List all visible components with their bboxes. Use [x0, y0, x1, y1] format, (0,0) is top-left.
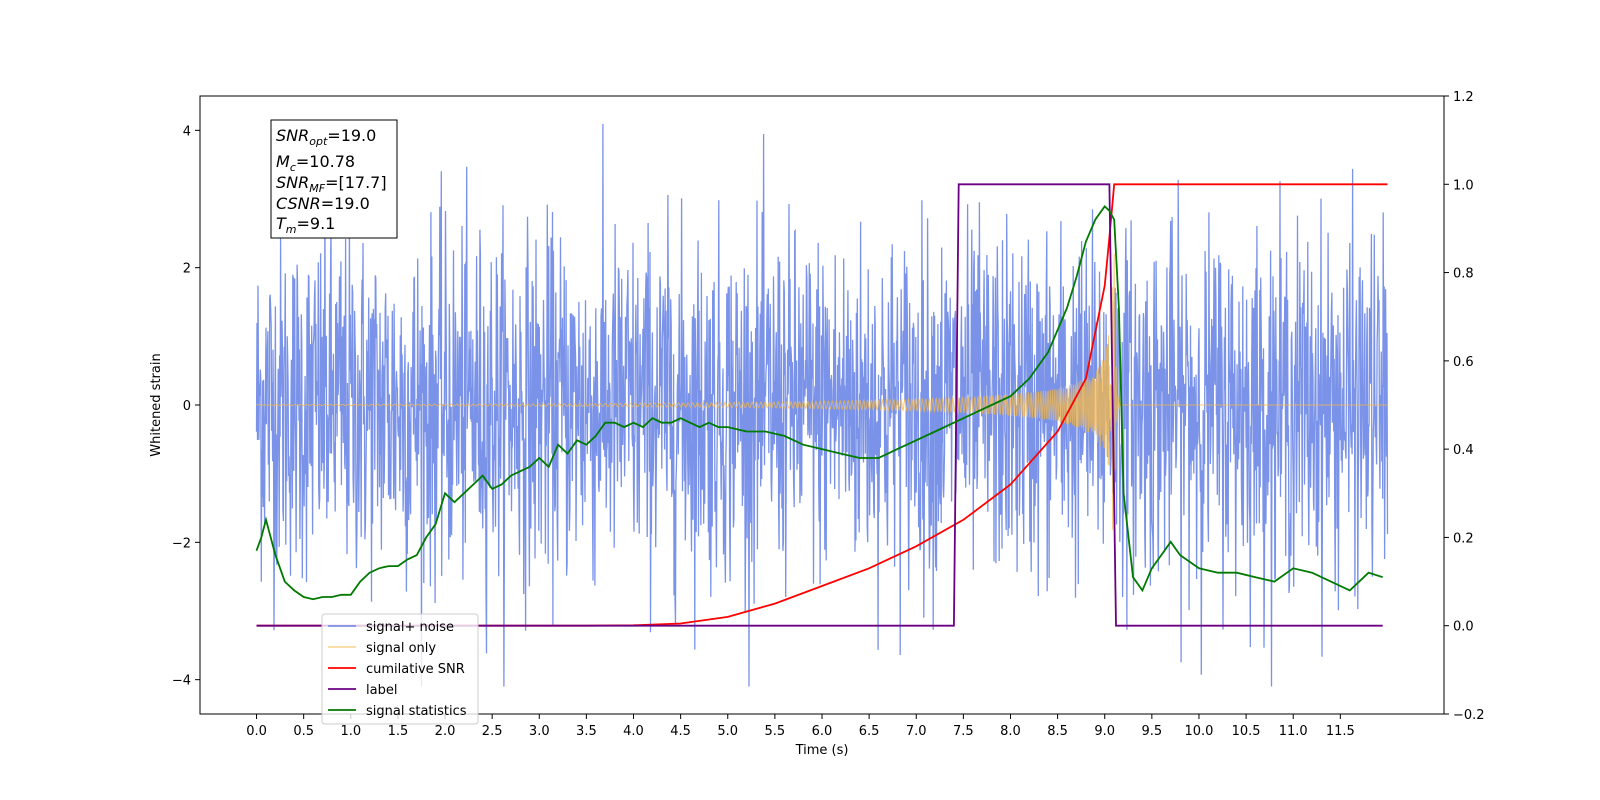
legend-label: signal+ noise: [366, 620, 454, 635]
x-tick-label: 0.5: [293, 724, 314, 739]
y-tick-label-left: −2: [172, 536, 191, 551]
x-tick-label: 6.5: [859, 724, 880, 739]
x-tick-label: 7.0: [906, 724, 927, 739]
x-tick-label: 9.0: [1094, 724, 1115, 739]
info-mc: Mc=10.78: [276, 152, 355, 174]
x-tick-label: 9.5: [1142, 724, 1163, 739]
y-tick-label-left: −4: [172, 674, 191, 689]
x-tick-label: 4.0: [623, 724, 644, 739]
series-line-3: [256, 183, 1383, 627]
x-axis: 0.0 0.5 1.0 1.5 2.0 2.5 3.0 3.5 4.0 4.5 5.0 5.5 6.0 6…: [246, 714, 1355, 739]
x-tick-label: 5.5: [765, 724, 786, 739]
y-axis-left: −4 −2 0 2 4: [172, 124, 200, 689]
x-tick-label: 4.5: [670, 724, 691, 739]
x-tick-label: 8.0: [1000, 724, 1021, 739]
x-tick-label: 3.0: [529, 724, 550, 739]
y-tick-label-left: 0: [183, 399, 191, 414]
info-snr-opt: SNRopt=19.0: [276, 126, 376, 148]
x-tick-label: 2.5: [482, 724, 503, 739]
y-axis-right: −0.2 0.0 0.2 0.4 0.6 0.8 1.0 1.2: [1444, 90, 1485, 723]
y-tick-label-right: 0.2: [1453, 531, 1474, 546]
y-tick-label-right: 0.6: [1453, 355, 1474, 370]
x-tick-label: 10.0: [1184, 724, 1213, 739]
x-tick-label: 11.0: [1279, 724, 1308, 739]
y-tick-label-left: 2: [183, 262, 191, 277]
y-tick-label-right: 0.0: [1453, 620, 1474, 635]
info-csnr: CSNR=19.0: [276, 194, 370, 213]
x-tick-label: 6.0: [812, 724, 833, 739]
legend-label: signal only: [366, 641, 436, 656]
y-tick-label-right: 0.8: [1453, 267, 1474, 282]
x-tick-label: 3.5: [576, 724, 597, 739]
info-snr-mf: SNRMF=[17.7]: [276, 173, 387, 195]
y-tick-label-right: −0.2: [1453, 708, 1485, 723]
x-axis-label: Time (s): [795, 743, 849, 758]
y-tick-label-right: 1.2: [1453, 90, 1474, 105]
x-tick-label: 2.0: [435, 724, 456, 739]
x-tick-label: 1.0: [340, 724, 361, 739]
x-tick-label: 5.0: [717, 724, 738, 739]
x-tick-label: 7.5: [953, 724, 974, 739]
x-tick-label: 1.5: [388, 724, 409, 739]
series-line-0: [255, 123, 1389, 687]
legend: signal+ noise signal only cumilative SNR la…: [321, 613, 479, 725]
y-tick-label-right: 1.0: [1453, 178, 1474, 193]
y-axis-label: Whitened strain: [149, 353, 164, 456]
info-tm: Tm=9.1: [276, 214, 335, 236]
x-tick-label: 8.5: [1047, 724, 1068, 739]
y-tick-label-left: 4: [183, 124, 191, 139]
series-line-1: [256, 253, 1388, 530]
legend-label: cumilative SNR: [366, 662, 465, 677]
info-box: SNRopt=19.0 Mc=10.78 SNRMF=[17.7] CSNR=1…: [270, 119, 398, 239]
series-line-2: [256, 183, 1388, 627]
x-tick-label: 0.0: [246, 724, 267, 739]
y-tick-label-right: 0.4: [1453, 443, 1474, 458]
plot-area: [255, 123, 1389, 687]
x-tick-label: 10.5: [1232, 724, 1261, 739]
series-line-4: [255, 205, 1383, 601]
legend-label: label: [366, 683, 397, 698]
x-tick-label: 11.5: [1326, 724, 1355, 739]
legend-label: signal statistics: [366, 704, 467, 719]
